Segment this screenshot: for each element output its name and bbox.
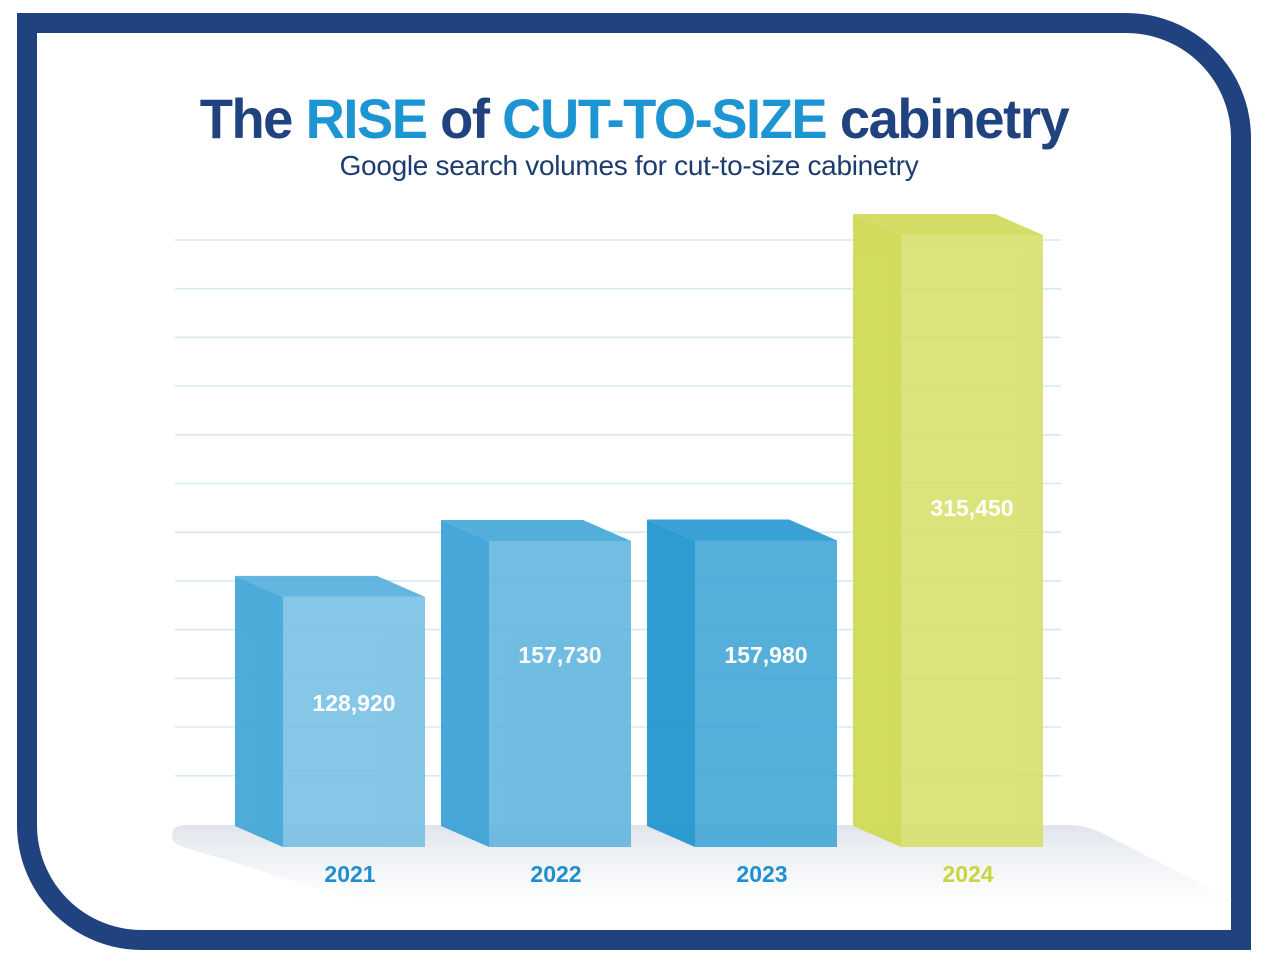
bar-front-face [283,596,425,847]
bar-2023 [647,519,837,847]
bar-front-face [489,540,631,847]
bar-2022 [441,519,631,847]
category-label: 2024 [942,861,993,887]
category-label: 2021 [324,861,375,887]
bar-top-face [235,575,425,597]
value-label: 157,980 [724,642,807,668]
bar-top-face [441,519,631,541]
page-title: The RISE of CUT-TO-SIZE cabinetry [19,86,1249,151]
bar-side-face [441,519,489,847]
value-label: 315,450 [930,495,1013,521]
value-label: 157,730 [518,642,601,668]
title-part: of [426,87,503,150]
category-label: 2023 [736,861,787,887]
bar-front-face [695,540,837,847]
page-subtitle: Google search volumes for cut-to-size ca… [339,150,919,181]
title-part: CUT-TO-SIZE [502,87,827,150]
bar-top-face [853,214,1043,235]
bar-side-face [235,575,283,847]
title-part: RISE [305,87,428,150]
bar-2024 [853,214,1043,847]
bar-2021 [235,575,425,847]
bar-side-face [853,214,901,847]
infographic-frame [17,13,1251,950]
bar-front-face [901,235,1043,847]
bar-top-face [647,519,837,541]
category-label: 2022 [530,861,581,887]
value-label: 128,920 [312,690,395,716]
title-part: The [199,87,306,150]
bar-side-face [647,519,695,847]
title-part: cabinetry [826,87,1070,150]
